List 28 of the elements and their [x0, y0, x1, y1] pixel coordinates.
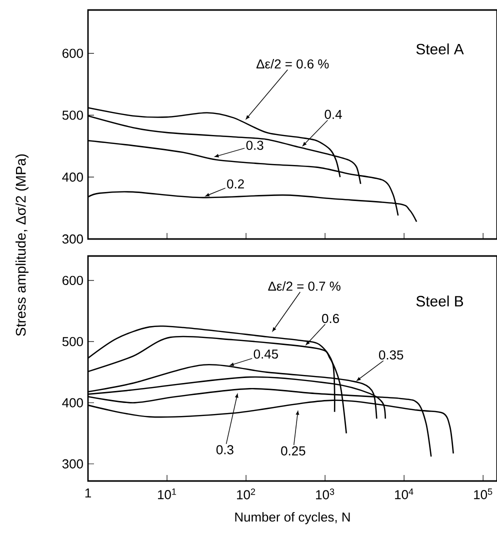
annotation: 0.2	[227, 179, 244, 188]
annotation: 0.4	[324, 110, 342, 119]
annotation: 0.6	[322, 314, 339, 324]
annotation: 0.35	[378, 350, 404, 360]
x-tick-label: 10$^{2}$	[237, 488, 256, 500]
y-tick-label: 400	[62, 398, 83, 408]
y-tick-label: 600	[62, 276, 83, 286]
annotation: 0.45	[254, 349, 278, 359]
y-tick-label: 600	[62, 48, 83, 58]
y-tick-label: 500	[62, 337, 83, 346]
annotation: Steel B	[416, 296, 464, 306]
x-tick-label: 10$^{4}$	[395, 488, 414, 500]
y-tick-label: 400	[62, 172, 83, 182]
annotation: Δε/2 = 0.6 %	[256, 59, 329, 69]
y-tick-label: 500	[62, 110, 83, 120]
annotation: 0.3	[246, 140, 264, 150]
annotation: 0.3	[216, 445, 234, 454]
x-axis-title: Number of cycles, N	[235, 512, 350, 524]
annotation: Steel A	[416, 43, 464, 54]
y-axis-title: Stress amplitude, Δσ/2 (MPa)	[15, 154, 28, 336]
annotation: 0.25	[281, 446, 306, 456]
x-tick-label: 10$^{1}$	[158, 488, 176, 500]
y-tick-label: 300	[62, 234, 83, 244]
x-tick-label: 10$^{3}$	[316, 488, 334, 500]
y-tick-label: 300	[62, 459, 83, 468]
x-tick-label: 10$^{5}$	[474, 488, 492, 500]
x-tick-label: 1	[85, 488, 91, 498]
annotation: Δε/2 = 0.7 %	[268, 281, 340, 291]
